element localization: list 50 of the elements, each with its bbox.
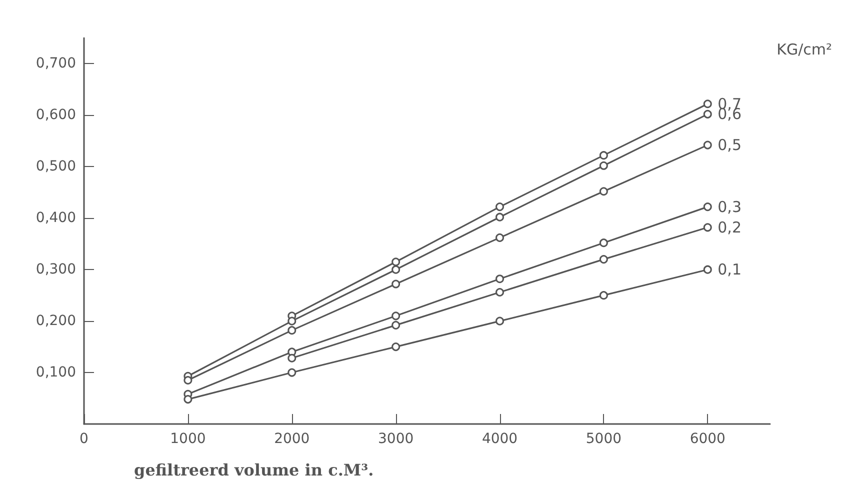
point	[184, 395, 192, 404]
point	[599, 161, 608, 170]
point	[392, 320, 400, 330]
series-label: 0,1	[718, 260, 742, 279]
point	[599, 291, 608, 300]
y-tick-label: 0,100	[36, 364, 76, 381]
point	[703, 202, 712, 212]
point	[392, 258, 400, 266]
point	[599, 238, 608, 248]
x-tick-label: 3000	[378, 431, 414, 447]
y-tick-label: 0,300	[36, 262, 76, 278]
point	[288, 354, 296, 362]
point	[496, 274, 504, 284]
point	[496, 212, 504, 222]
point	[599, 187, 608, 196]
series-label: 0,3	[718, 198, 742, 216]
point	[496, 233, 504, 242]
point	[184, 376, 192, 384]
point	[703, 110, 712, 118]
point	[288, 326, 296, 335]
series-label: 0,2	[718, 218, 742, 236]
y-tick-label: 0,500	[36, 158, 76, 175]
y-tick-label: 0,200	[36, 313, 76, 330]
point	[392, 265, 400, 274]
point	[392, 312, 400, 320]
y-tick-label: 0,700	[36, 56, 76, 72]
point	[703, 223, 712, 232]
point	[496, 316, 504, 326]
point	[703, 265, 712, 274]
point	[703, 100, 712, 108]
x-tick-label: 5000	[586, 431, 622, 447]
point	[288, 368, 296, 377]
point	[288, 316, 296, 326]
x-tick-label: 4000	[482, 431, 518, 447]
point	[392, 342, 400, 352]
point	[599, 255, 608, 264]
x-tick-label: 1000	[170, 431, 206, 447]
x-tick-label: 6000	[690, 431, 726, 447]
point	[496, 288, 504, 296]
point	[703, 140, 712, 150]
point	[599, 151, 608, 160]
y-tick-label: 0,400	[36, 210, 76, 226]
point	[392, 280, 400, 288]
x-axis-title: gefiltreerd volume in c.M³.	[134, 460, 374, 480]
point	[496, 202, 504, 212]
x-tick-label: 2000	[274, 431, 310, 447]
x-tick-label: 0	[80, 431, 88, 447]
y-tick-label: 0,600	[36, 107, 76, 124]
series-label: 0,5	[718, 136, 742, 154]
text: KG/cm²	[776, 40, 832, 58]
